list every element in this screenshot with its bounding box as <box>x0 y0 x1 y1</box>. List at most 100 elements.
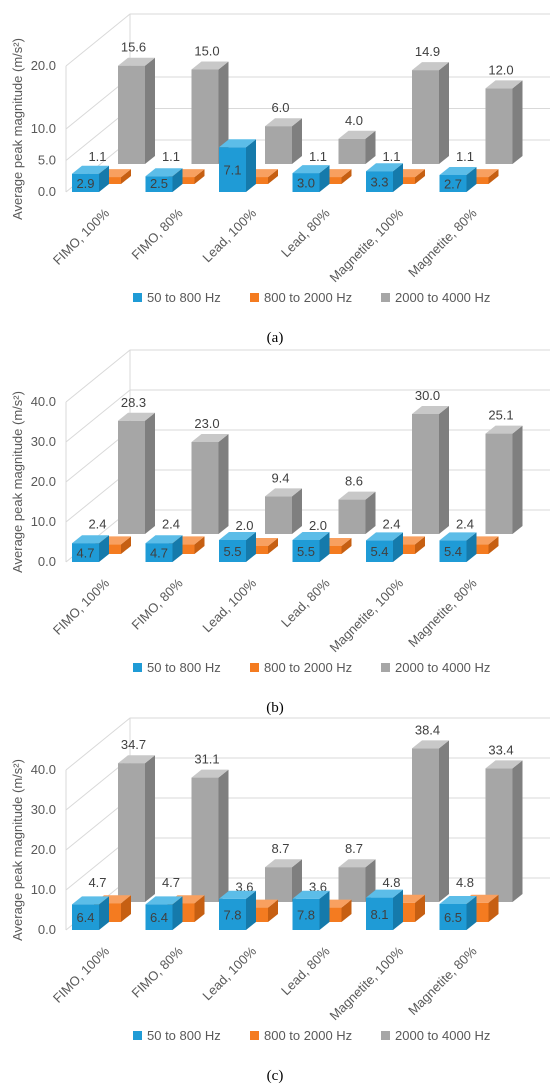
data-label: 5.4 <box>370 544 388 559</box>
data-label: 14.9 <box>415 44 440 59</box>
bar-side <box>268 538 278 554</box>
legend-label: 2000 to 4000 Hz <box>395 660 490 675</box>
data-label: 3.0 <box>297 176 315 191</box>
bar-1-3 <box>219 139 256 192</box>
bar-side <box>145 57 155 164</box>
y-tick-label: 20.0 <box>31 58 56 73</box>
bar-front <box>338 499 366 534</box>
bar-top <box>265 118 302 127</box>
bar-front <box>485 768 513 902</box>
bar-top <box>219 532 256 540</box>
bar-top <box>412 406 449 414</box>
bar-top <box>219 139 256 148</box>
bar-top <box>191 61 229 70</box>
legend-swatch <box>133 663 142 672</box>
category-label: Lead, 80% <box>278 943 333 998</box>
y-tick-label: 10.0 <box>31 882 56 897</box>
bar-side <box>488 169 499 184</box>
y-tick-label: 10.0 <box>31 514 56 529</box>
bar-front <box>366 171 393 192</box>
data-label: 15.6 <box>121 40 146 55</box>
bar-3-6 <box>485 760 523 902</box>
bar-side <box>99 896 109 930</box>
bar-top <box>118 755 155 764</box>
bar-3-1 <box>118 57 155 164</box>
legend-swatch <box>250 293 259 302</box>
bar-top <box>366 889 403 898</box>
bar-1-6 <box>439 532 477 562</box>
bar-1-1 <box>72 165 109 192</box>
data-label: 4.8 <box>456 875 474 890</box>
bar-side <box>466 532 477 562</box>
bar-front <box>366 540 393 562</box>
bar-front <box>485 88 513 164</box>
data-label: 2.9 <box>76 176 94 191</box>
category-label: FIMO, 80% <box>129 205 186 262</box>
y-tick-label: 0.0 <box>38 922 56 937</box>
bar-top <box>366 163 403 172</box>
bar-front <box>439 540 467 562</box>
category-label: Magnetite, 80% <box>405 205 480 280</box>
panel-label: (a) <box>267 330 284 346</box>
bar-1-1 <box>72 535 109 562</box>
category-label: Magnetite, 100% <box>327 575 407 655</box>
bar-1-2 <box>145 168 183 192</box>
bar-3-3 <box>265 859 302 902</box>
bar-side <box>439 740 449 902</box>
bar-front <box>292 540 320 562</box>
y-tick-label: 20.0 <box>31 474 56 489</box>
category-label: FIMO, 80% <box>129 943 186 1000</box>
data-label: 28.3 <box>121 395 146 410</box>
data-label: 2.4 <box>382 516 400 531</box>
data-label: 8.7 <box>345 841 363 856</box>
bar-top <box>439 532 477 541</box>
bar-side <box>488 536 499 554</box>
bar-side <box>488 894 499 922</box>
panel-label: (b) <box>266 700 284 716</box>
bar-top <box>338 491 376 500</box>
bar-1-5 <box>366 163 403 192</box>
bar-side <box>194 536 205 554</box>
data-label: 9.4 <box>271 470 289 485</box>
data-label: 7.1 <box>223 163 241 178</box>
bar-side <box>218 434 229 534</box>
bar-side <box>365 491 376 534</box>
bar-side <box>194 895 205 922</box>
data-label: 2.4 <box>88 516 106 531</box>
bar-front <box>118 763 145 902</box>
data-label: 3.3 <box>370 175 388 190</box>
bar-side <box>292 488 302 534</box>
bar-3-2 <box>191 769 229 902</box>
bar-1-4 <box>292 532 330 562</box>
category-label: FIMO, 100% <box>50 575 113 638</box>
bar-front <box>145 904 173 930</box>
bar-top <box>72 535 109 544</box>
data-label: 4.7 <box>76 546 94 561</box>
legend-swatch <box>381 293 390 302</box>
bar-side <box>319 165 330 192</box>
bar-top <box>292 165 330 174</box>
category-label: Magnetite, 100% <box>327 943 407 1023</box>
bar-side <box>246 139 256 192</box>
bar-top <box>191 769 229 778</box>
data-label: 15.0 <box>194 44 219 59</box>
bar-front <box>72 543 99 562</box>
bar-side <box>172 168 183 192</box>
data-label: 34.7 <box>121 737 146 752</box>
data-label: 1.1 <box>309 149 327 164</box>
panel-label: (c) <box>267 1068 284 1084</box>
bar-front <box>118 420 145 534</box>
bar-side <box>512 760 523 902</box>
bar-top <box>439 896 477 904</box>
bar-top <box>412 62 449 71</box>
y-tick-label: 0.0 <box>38 554 56 569</box>
bar-1-2 <box>145 535 183 562</box>
y-tick-label: 20.0 <box>31 842 56 857</box>
data-label: 30.0 <box>415 388 440 403</box>
bar-3-5 <box>412 740 449 902</box>
category-label: FIMO, 100% <box>50 943 113 1006</box>
bar-side <box>393 889 403 930</box>
bar-top <box>145 168 183 177</box>
bar-side <box>218 61 229 164</box>
bar-side <box>341 169 352 184</box>
